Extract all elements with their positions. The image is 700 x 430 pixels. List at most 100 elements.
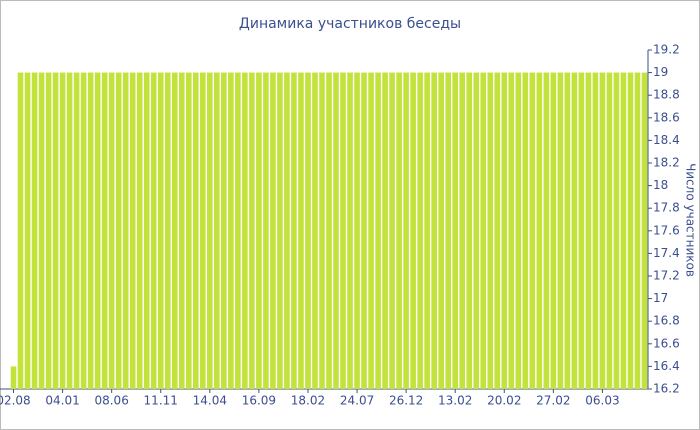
bar <box>157 72 164 389</box>
bar <box>459 72 466 389</box>
bar <box>627 72 634 389</box>
bar <box>368 72 374 389</box>
bar <box>312 72 318 389</box>
bar <box>389 72 395 389</box>
chart-title: Динамика участников беседы <box>239 16 461 32</box>
y-axis-label: Число участников <box>684 163 698 277</box>
bar <box>326 72 332 389</box>
bar <box>221 72 227 389</box>
bar <box>291 72 297 389</box>
x-tick-label: 14.04 <box>193 394 227 408</box>
bar <box>347 72 353 389</box>
bar <box>466 72 473 389</box>
y-tick-label: 17 <box>653 291 668 305</box>
x-tick-label: 26.12 <box>389 394 423 408</box>
x-tick-label: 02.08 <box>0 394 31 408</box>
y-tick-label: 17.8 <box>653 201 680 215</box>
bar <box>192 72 199 389</box>
bar <box>361 72 367 389</box>
bar <box>396 72 402 389</box>
bar <box>150 72 157 389</box>
bar <box>277 72 283 389</box>
bar <box>340 72 346 389</box>
bar <box>31 72 38 389</box>
x-tick-label: 16.09 <box>242 394 276 408</box>
bar <box>550 72 557 389</box>
y-tick-label: 18.4 <box>653 133 680 147</box>
bar <box>235 72 241 389</box>
bar <box>543 72 550 389</box>
bar <box>375 72 381 389</box>
bar <box>249 72 255 389</box>
bar <box>207 72 213 389</box>
bar <box>129 72 136 389</box>
bar <box>94 72 101 389</box>
bar <box>417 72 423 389</box>
bar <box>410 72 416 389</box>
bar <box>24 72 31 389</box>
bar <box>66 72 73 389</box>
bar <box>452 72 459 389</box>
bar <box>228 72 234 389</box>
bar <box>494 72 501 389</box>
bar <box>333 72 339 389</box>
y-tick-label: 19.2 <box>653 43 680 57</box>
bar <box>101 72 108 389</box>
bar <box>17 72 24 389</box>
bar <box>242 72 248 389</box>
bar <box>515 72 522 389</box>
bar <box>592 72 599 389</box>
bar <box>270 72 276 389</box>
bar <box>59 72 66 389</box>
bar <box>199 72 206 389</box>
y-tick-label: 19 <box>653 65 668 79</box>
bar <box>143 72 150 389</box>
bar <box>473 72 480 389</box>
bar <box>52 72 59 389</box>
bar <box>122 72 129 389</box>
bar <box>185 72 192 389</box>
bar <box>480 72 487 389</box>
bar <box>171 72 178 389</box>
bar <box>10 366 17 389</box>
bar <box>564 72 571 389</box>
x-tick-label: 18.02 <box>291 394 325 408</box>
bar <box>571 72 578 389</box>
bar <box>178 72 185 389</box>
bar <box>445 72 451 389</box>
x-tick-label: 08.06 <box>94 394 128 408</box>
y-tick-label: 18.6 <box>653 110 680 124</box>
bar <box>641 72 648 389</box>
bar <box>578 72 585 389</box>
bar <box>613 72 620 389</box>
bar <box>522 72 529 389</box>
bar <box>382 72 388 389</box>
bar <box>431 72 437 389</box>
bar <box>45 72 52 389</box>
bar <box>557 72 564 389</box>
bar <box>634 72 641 389</box>
y-tick-label: 16.4 <box>653 359 680 373</box>
bar <box>508 72 515 389</box>
bar <box>529 72 536 389</box>
y-tick-label: 18 <box>653 178 668 192</box>
bar <box>620 72 627 389</box>
bar <box>501 72 508 389</box>
bar <box>424 72 430 389</box>
y-tick-label: 16.6 <box>653 336 680 350</box>
bar <box>263 72 269 389</box>
y-tick-label: 17.4 <box>653 246 680 260</box>
x-tick-label: 11.11 <box>144 394 178 408</box>
bar <box>403 72 409 389</box>
y-tick-label: 16.2 <box>653 382 680 396</box>
bar <box>599 72 606 389</box>
bar <box>73 72 80 389</box>
bar <box>38 72 45 389</box>
bar <box>319 72 325 389</box>
x-tick-label: 27.02 <box>536 394 570 408</box>
bar <box>305 72 311 389</box>
bar <box>164 72 171 389</box>
x-tick-label: 20.02 <box>487 394 521 408</box>
y-tick-label: 18.8 <box>653 88 680 102</box>
y-tick-label: 16.8 <box>653 314 680 328</box>
